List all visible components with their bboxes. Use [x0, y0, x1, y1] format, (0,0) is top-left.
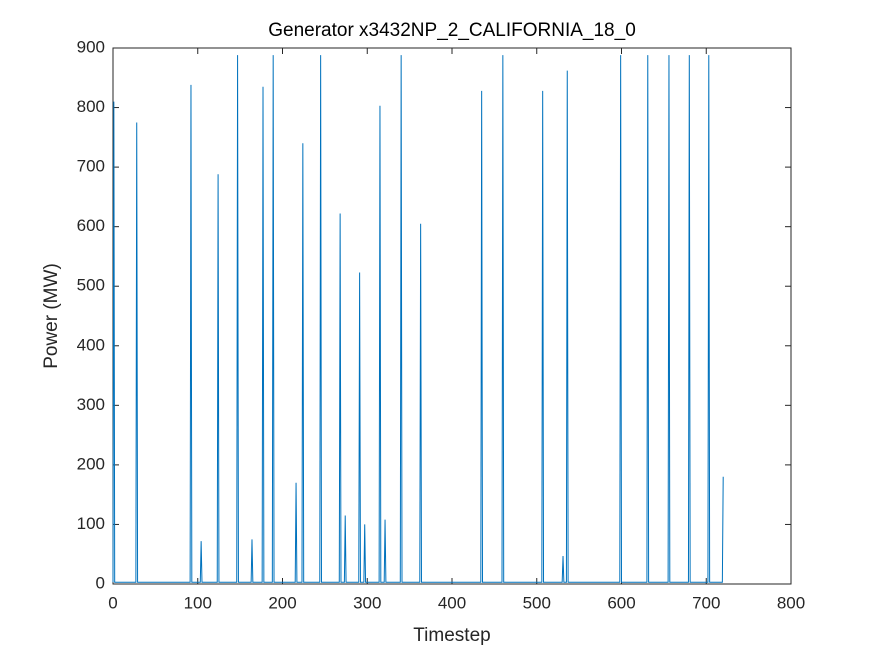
x-tick-label: 300: [353, 593, 381, 612]
y-tick-label: 900: [77, 37, 105, 56]
x-tick-label: 200: [268, 593, 296, 612]
y-tick-label: 300: [77, 395, 105, 414]
chart-title: Generator x3432NP_2_CALIFORNIA_18_0: [268, 20, 636, 41]
x-tick-label: 0: [108, 593, 117, 612]
y-tick-label: 800: [77, 97, 105, 116]
x-tick-label: 700: [692, 593, 720, 612]
y-axis-label: Power (MW): [41, 263, 62, 369]
y-tick-label: 200: [77, 454, 105, 473]
x-tick-label: 500: [523, 593, 551, 612]
x-tick-label: 800: [777, 593, 805, 612]
y-tick-label: 700: [77, 157, 105, 176]
plot-area: [112, 47, 792, 585]
y-tick-label: 0: [96, 573, 105, 592]
y-tick-label: 400: [77, 335, 105, 354]
y-tick-label: 600: [77, 216, 105, 235]
y-tick-label: 100: [77, 514, 105, 533]
x-tick-label: 100: [184, 593, 212, 612]
y-tick-label: 500: [77, 276, 105, 295]
line-series: [112, 55, 724, 583]
x-tick-label: 600: [607, 593, 635, 612]
x-axis-label: Timestep: [413, 625, 490, 646]
x-tick-label: 400: [438, 593, 466, 612]
